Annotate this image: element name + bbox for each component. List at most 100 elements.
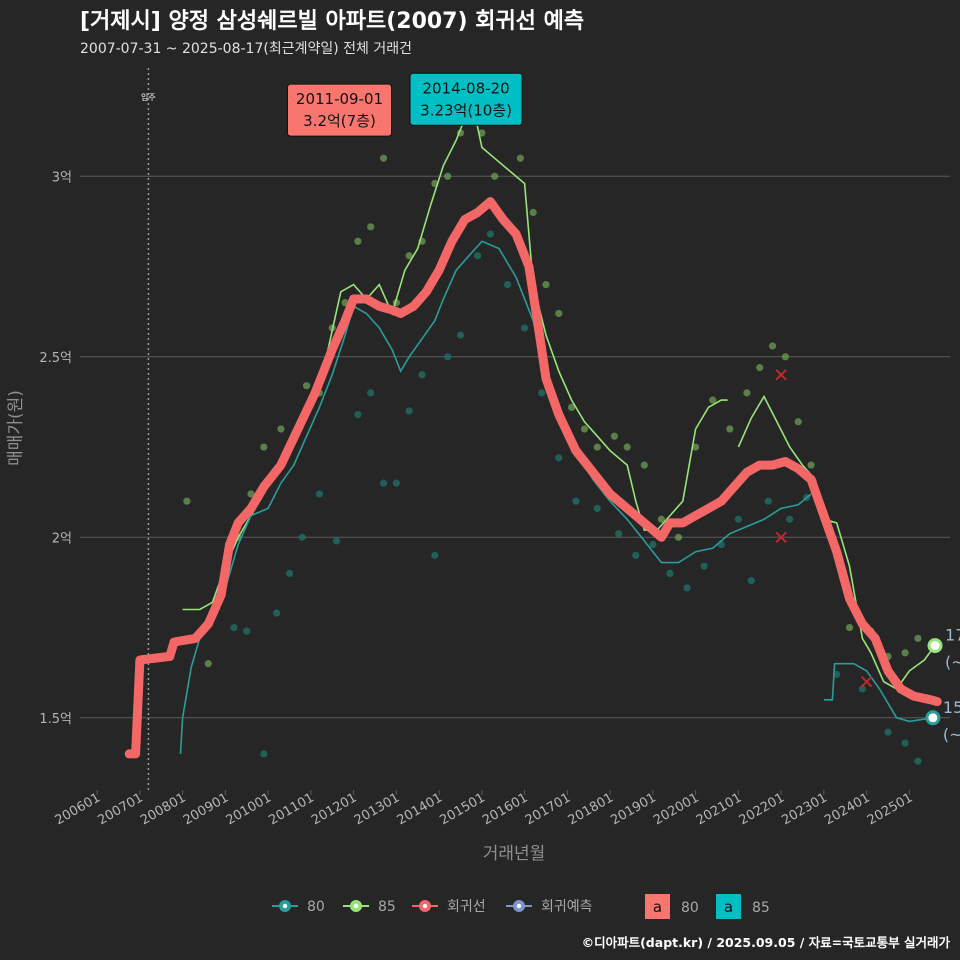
series-line-80	[179, 240, 812, 754]
scatter-point-80	[332, 537, 341, 545]
end-point-85	[927, 638, 943, 654]
legend-label-85: 85	[378, 899, 396, 915]
y-tick-label: 3억	[52, 170, 72, 185]
scatter-point-80	[273, 609, 281, 617]
y-tick-label: 2억	[52, 531, 72, 546]
legend-dot-center-fc	[516, 903, 522, 909]
scatter-point-80	[666, 569, 674, 578]
annotation-value: 3.23억(10층)	[420, 101, 512, 119]
scatter-point-80	[285, 569, 294, 578]
legend-label-fc: 회귀예측	[541, 899, 593, 915]
scatter-point-85	[302, 382, 311, 390]
scatter-point-80	[367, 389, 375, 397]
scatter-point-80	[392, 479, 400, 487]
scatter-point-80	[901, 739, 909, 747]
scatter-point-85	[610, 432, 618, 440]
scatter-point-85	[807, 461, 815, 469]
scatter-point-85	[845, 623, 854, 632]
scatter-point-80	[230, 623, 238, 632]
series-line-80-recent	[823, 662, 934, 723]
scatter-point-80	[538, 389, 546, 397]
scatter-point-85	[768, 342, 777, 350]
legend-box-glyph-80: a	[653, 898, 662, 916]
scatter-point-85	[367, 223, 375, 231]
regression-line	[124, 197, 942, 759]
cancelled-mark	[860, 675, 873, 688]
scatter-point-85	[568, 403, 576, 411]
scatter-point-80	[649, 540, 657, 549]
annotation-box-80	[287, 83, 393, 137]
scatter-point-80	[786, 515, 794, 523]
scatter-point-85	[478, 129, 486, 137]
scatter-point-85	[405, 252, 413, 260]
scatter-point-85	[623, 443, 631, 451]
scatter-point-80	[379, 479, 388, 487]
scatter-point-85	[516, 154, 524, 162]
scatter-point-85	[901, 649, 909, 657]
scatter-point-80	[858, 685, 866, 693]
legend-box-glyph-85: a	[724, 898, 733, 916]
scatter-point-85	[674, 533, 683, 541]
chart-subtitle: 2007-07-31 ~ 2025-08-17(최근계약일) 전체 거래건	[80, 41, 412, 57]
scatter-point-80	[555, 454, 563, 462]
legend-dot-center-85	[353, 903, 359, 909]
legend-box-80	[645, 894, 670, 919]
annotation-date: 2014-08-20	[422, 79, 509, 97]
legend-box-85	[716, 894, 741, 919]
scatter-point-80	[764, 497, 772, 505]
scatter-point-85	[593, 443, 601, 451]
scatter-point-80	[243, 627, 251, 635]
legend-dot-center-reg	[422, 903, 428, 909]
scatter-point-85	[247, 490, 255, 498]
scatter-point-85	[692, 443, 700, 451]
scatter-point-80	[315, 490, 324, 498]
scatter-point-85	[657, 515, 666, 523]
scatter-point-80	[914, 757, 922, 765]
scatter-point-85	[709, 396, 717, 404]
scatter-point-80	[615, 530, 623, 538]
end-labels: 17,000 (~85㎡) 15,006 (~80㎡)	[943, 626, 960, 744]
annotation-date: 2011-09-01	[296, 90, 383, 108]
scatter-point-85	[379, 154, 388, 162]
y-axis-title: 매매가(원)	[6, 390, 26, 466]
scatter-point-80	[260, 750, 268, 758]
y-tick-label: 1.5억	[39, 712, 72, 727]
end-point-80	[925, 710, 941, 726]
scatter-point-80	[418, 371, 426, 379]
scatter-point-80	[456, 331, 465, 339]
cancelled-mark	[775, 531, 787, 544]
scatter-point-85	[277, 425, 285, 433]
scatter-point-85	[204, 660, 212, 668]
scatter-point-85	[794, 418, 802, 426]
end-label-value-80: 15,006	[943, 698, 960, 717]
scatter-point-85	[781, 353, 790, 361]
max-annotations: 2011-09-01 3.2억(7층) 2014-08-20 3.23억(10층)	[287, 72, 523, 137]
end-label-unit-85: (~85㎡)	[945, 653, 960, 672]
end-label-unit-80: (~80㎡)	[943, 725, 960, 744]
scatter-point-85	[183, 497, 191, 505]
scatter-point-80	[444, 353, 452, 361]
legend-label-reg: 회귀선	[447, 899, 486, 915]
y-axis-ticks: 1.5억 2억 2.5억 3억	[39, 170, 72, 727]
scatter-point-80	[431, 551, 439, 559]
scatter-point-80	[734, 515, 742, 523]
scatter-point-80	[593, 504, 601, 513]
legend-box-label-85: 85	[752, 900, 770, 916]
chart-title: [거제시] 양정 삼성쉐르빌 아파트(2007) 회귀선 예측	[80, 9, 584, 34]
scatter-point-85	[444, 172, 452, 180]
scatter-point-80	[747, 577, 755, 585]
scatter-point-80	[572, 497, 580, 505]
scatter-point-85	[491, 172, 499, 180]
scatter-point-85	[580, 425, 589, 433]
scatter-point-80	[683, 584, 691, 592]
scatter-point-80	[632, 551, 640, 559]
y-tick-label: 2.5억	[39, 351, 72, 366]
scatter-point-80	[405, 407, 413, 415]
x-axis-title: 거래년월	[483, 844, 546, 864]
scatter-point-80	[503, 281, 512, 289]
footer-credit: ©디아파트(dapt.kr) / 2025.09.05 / 자료=국토교통부 실…	[582, 935, 951, 950]
move-in-label: 입주	[141, 93, 156, 102]
annotation-value: 3.2억(7층)	[303, 112, 376, 130]
